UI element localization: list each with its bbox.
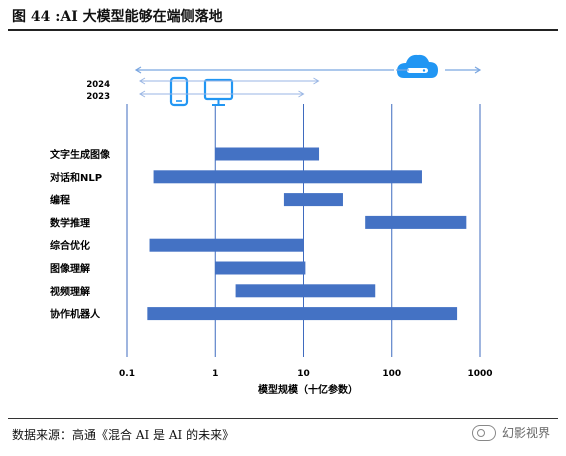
- bar: [153, 170, 422, 184]
- category-label: 对话和NLP: [50, 171, 102, 184]
- bar: [147, 307, 458, 321]
- category-label: 编程: [50, 194, 70, 207]
- x-tick-labels: 0.1 1 10 100 1000: [119, 369, 493, 379]
- arrowhead: [139, 90, 146, 98]
- phone-icon: [169, 76, 189, 107]
- x-tick-label: 0.1: [119, 369, 135, 379]
- device-legend: 2024 2023: [86, 54, 482, 107]
- year-label-2024: 2024: [86, 80, 110, 90]
- category-label: 图像理解: [50, 262, 90, 275]
- watermark-text: 幻影视界: [501, 426, 550, 440]
- wechat-icon: [471, 424, 496, 441]
- bar: [365, 215, 467, 229]
- x-tick-label: 100: [382, 369, 401, 379]
- arrowhead: [313, 77, 320, 85]
- top-rule: [8, 29, 558, 31]
- watermark: 幻影视界: [471, 424, 550, 441]
- reach-arrows: [134, 66, 482, 98]
- monitor-icon: [203, 78, 234, 106]
- bar: [283, 193, 343, 207]
- x-axis-label: 模型规模（十亿参数）: [258, 383, 358, 396]
- category-label: 协作机器人: [50, 308, 101, 321]
- arrowhead: [474, 66, 482, 74]
- category-label: 视频理解: [50, 285, 90, 298]
- category-label: 综合优化: [50, 239, 90, 252]
- category-label: 文字生成图像: [50, 148, 111, 161]
- figure-title: 图 44 :AI 大模型能够在端侧落地: [12, 9, 223, 25]
- x-tick-label: 1: [212, 369, 218, 379]
- source-note: 数据来源：高通《混合 AI 是 AI 的未来》: [12, 428, 235, 442]
- bottom-rule: [8, 418, 558, 419]
- arrowhead: [134, 66, 142, 74]
- bars: [147, 147, 467, 321]
- bar: [149, 238, 304, 252]
- bar: [235, 284, 376, 298]
- arrowhead: [139, 77, 146, 85]
- arrowhead: [298, 90, 305, 98]
- cloud-icon: [397, 54, 438, 78]
- x-tick-label: 1000: [467, 369, 492, 379]
- bar: [215, 261, 306, 275]
- bar: [215, 147, 320, 161]
- x-tick-label: 10: [297, 369, 310, 379]
- category-label: 数学推理: [50, 216, 90, 229]
- year-label-2023: 2023: [86, 92, 110, 102]
